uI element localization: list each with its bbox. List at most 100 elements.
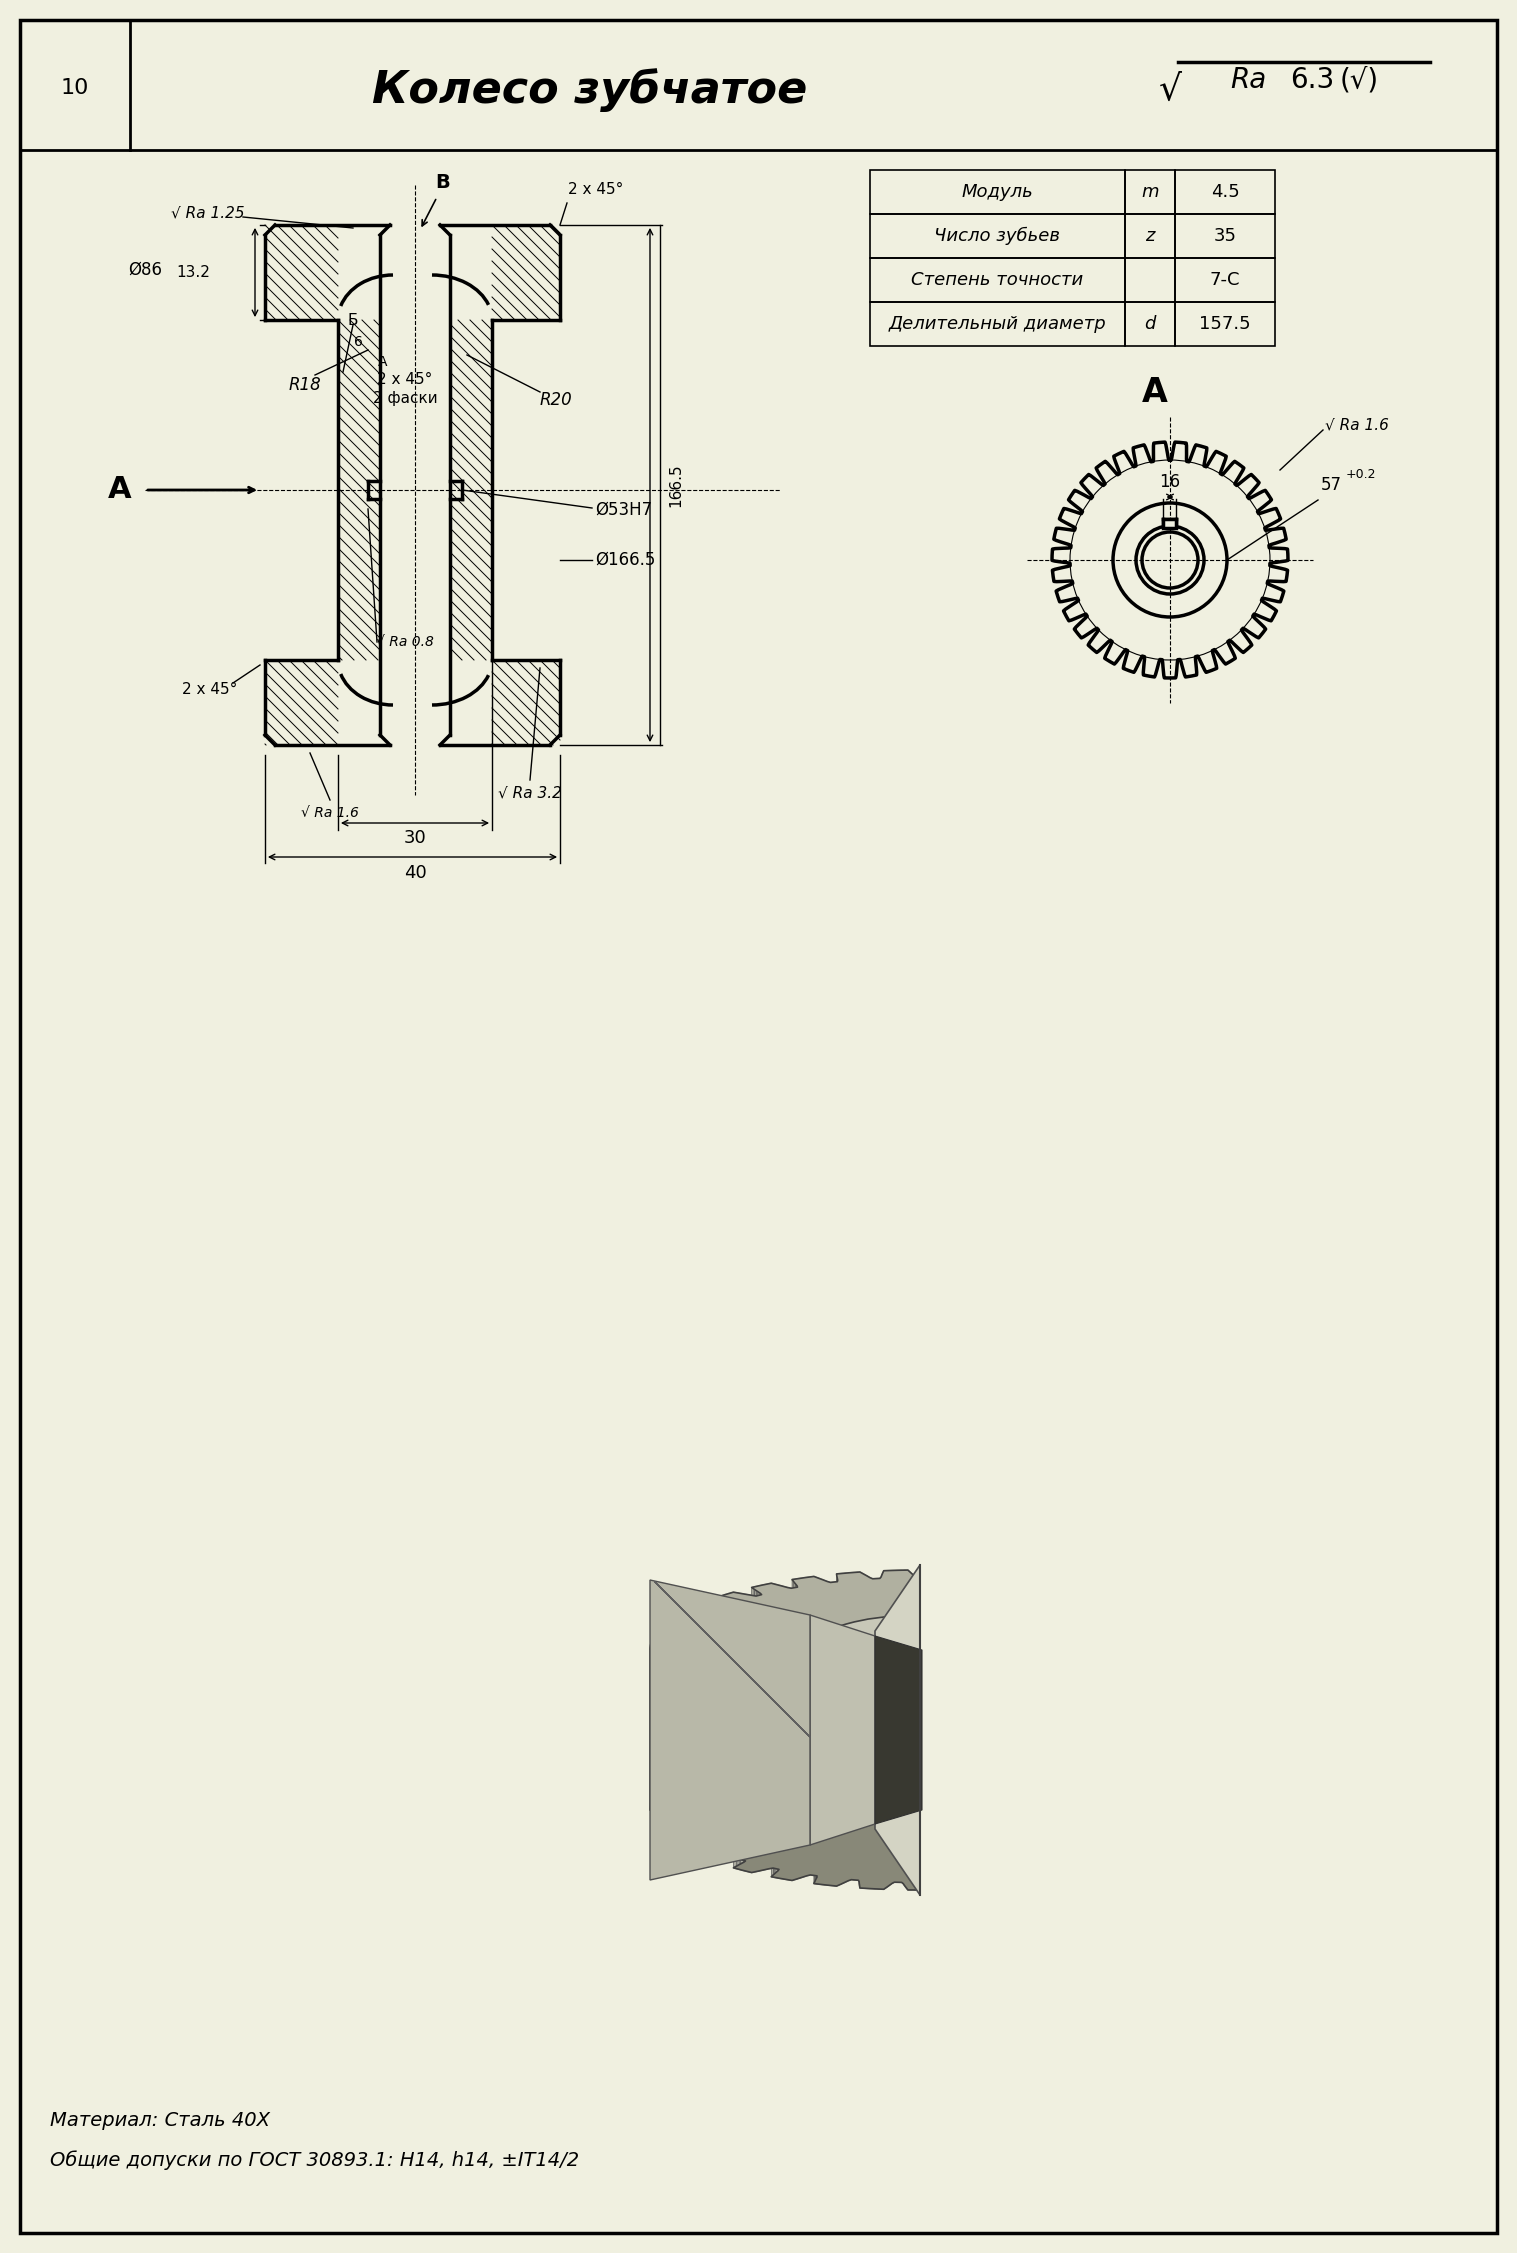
Polygon shape	[907, 1570, 910, 1733]
Polygon shape	[790, 1719, 792, 1881]
Polygon shape	[708, 1690, 713, 1850]
Polygon shape	[777, 1717, 778, 1879]
Bar	[1126, 302, 1176, 347]
Polygon shape	[792, 1579, 793, 1739]
Polygon shape	[733, 1593, 740, 1753]
Polygon shape	[649, 1579, 810, 1879]
Polygon shape	[840, 1724, 845, 1884]
Polygon shape	[963, 1618, 968, 1778]
Polygon shape	[968, 1618, 974, 1780]
Text: Модуль: Модуль	[962, 182, 1033, 201]
Polygon shape	[941, 1615, 947, 1775]
Polygon shape	[701, 1694, 705, 1856]
Text: А: А	[378, 356, 388, 369]
Polygon shape	[795, 1588, 796, 1748]
Text: Б: Б	[347, 313, 358, 329]
Polygon shape	[856, 1573, 859, 1733]
Polygon shape	[883, 1615, 889, 1778]
Bar	[1126, 214, 1176, 259]
Polygon shape	[1012, 1631, 1015, 1791]
Polygon shape	[762, 1584, 763, 1746]
Text: 2 фаски: 2 фаски	[373, 390, 437, 406]
Polygon shape	[815, 1577, 819, 1737]
Polygon shape	[947, 1615, 951, 1775]
Polygon shape	[928, 1615, 934, 1775]
Polygon shape	[807, 1577, 809, 1737]
Bar	[1176, 169, 1274, 214]
Polygon shape	[918, 1615, 922, 1775]
Polygon shape	[660, 1669, 666, 1832]
Polygon shape	[743, 1710, 745, 1870]
Text: Делительный диаметр: Делительный диаметр	[889, 315, 1106, 333]
Polygon shape	[661, 1636, 667, 1798]
Text: 6: 6	[353, 336, 363, 349]
Text: (√): (√)	[1340, 65, 1379, 95]
Polygon shape	[934, 1615, 941, 1775]
Polygon shape	[677, 1683, 683, 1845]
Bar	[1126, 259, 1176, 302]
Polygon shape	[672, 1667, 678, 1829]
Polygon shape	[1009, 1629, 1012, 1791]
Polygon shape	[661, 1665, 669, 1825]
Text: 2 х 45°: 2 х 45°	[378, 372, 432, 388]
Polygon shape	[887, 1570, 890, 1730]
Polygon shape	[978, 1620, 983, 1782]
Bar	[1176, 214, 1274, 259]
Polygon shape	[775, 1710, 778, 1872]
Polygon shape	[845, 1573, 846, 1733]
Polygon shape	[783, 1586, 787, 1748]
Text: 7-С: 7-С	[1209, 270, 1241, 288]
Polygon shape	[677, 1615, 684, 1775]
Polygon shape	[848, 1719, 851, 1881]
Text: Колесо зубчатое: Колесо зубчатое	[372, 68, 807, 113]
Text: 30: 30	[404, 829, 426, 847]
Polygon shape	[746, 1712, 748, 1872]
Polygon shape	[853, 1573, 854, 1733]
Polygon shape	[912, 1575, 915, 1737]
Bar	[871, 259, 1126, 302]
Polygon shape	[1022, 1638, 1024, 1798]
Text: +0.2: +0.2	[1346, 469, 1376, 482]
Polygon shape	[674, 1638, 678, 1800]
Polygon shape	[997, 1624, 1001, 1787]
Text: Ø53Н7: Ø53Н7	[595, 500, 652, 518]
Polygon shape	[831, 1726, 833, 1886]
Polygon shape	[834, 1582, 836, 1742]
Polygon shape	[974, 1620, 978, 1780]
Text: m: m	[1141, 182, 1159, 201]
Text: 4.5: 4.5	[1211, 182, 1239, 201]
Polygon shape	[1015, 1631, 1018, 1793]
Polygon shape	[690, 1615, 698, 1775]
Polygon shape	[825, 1631, 828, 1791]
Text: 6.3: 6.3	[1289, 65, 1335, 95]
Polygon shape	[866, 1575, 871, 1737]
Polygon shape	[857, 1620, 862, 1782]
Polygon shape	[795, 1579, 798, 1739]
Polygon shape	[877, 1579, 878, 1739]
Text: R20: R20	[540, 392, 573, 410]
Polygon shape	[906, 1615, 912, 1775]
Polygon shape	[892, 1570, 894, 1730]
Text: √ Ra 1.6: √ Ra 1.6	[300, 807, 360, 820]
Text: 57: 57	[1321, 475, 1343, 493]
Bar	[1176, 302, 1274, 347]
Polygon shape	[881, 1730, 884, 1890]
Polygon shape	[793, 1582, 795, 1744]
Text: R18: R18	[288, 376, 322, 394]
Polygon shape	[807, 1715, 810, 1877]
Text: 166.5: 166.5	[667, 464, 683, 507]
Polygon shape	[746, 1595, 752, 1755]
Polygon shape	[757, 1710, 763, 1872]
Polygon shape	[848, 1573, 850, 1733]
Polygon shape	[758, 1586, 760, 1746]
Polygon shape	[872, 1579, 874, 1739]
Polygon shape	[675, 1678, 681, 1838]
Polygon shape	[848, 1622, 853, 1784]
Polygon shape	[710, 1692, 715, 1854]
Polygon shape	[783, 1719, 784, 1879]
Polygon shape	[740, 1703, 743, 1863]
Polygon shape	[866, 1618, 872, 1780]
Text: d: d	[1144, 315, 1156, 333]
Polygon shape	[671, 1651, 675, 1811]
Text: А: А	[1142, 376, 1168, 408]
